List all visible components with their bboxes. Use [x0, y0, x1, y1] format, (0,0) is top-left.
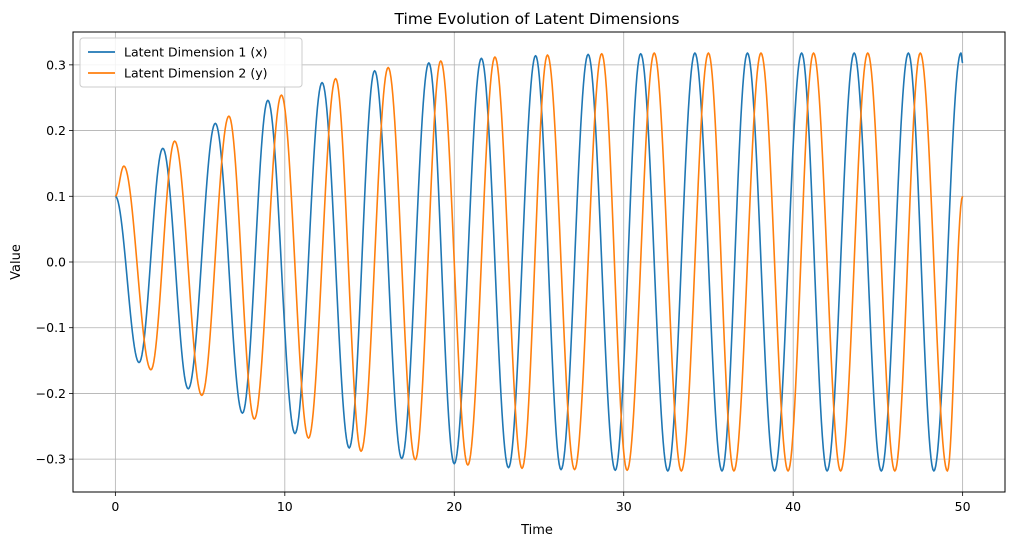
legend-label-2: Latent Dimension 2 (y) [124, 66, 268, 81]
series-layer [114, 52, 964, 472]
legend: Latent Dimension 1 (x) Latent Dimension 2… [79, 37, 303, 88]
y-tick-label: 0.0 [46, 255, 66, 270]
grid-lines [73, 32, 1005, 492]
y-tick-label: −0.3 [36, 452, 66, 467]
x-tick-label: 0 [111, 499, 119, 514]
axis-ticks: 0 10 20 30 40 50 −0.3 −0.2 −0.1 0.0 0.1 0.2 0.3 [36, 57, 971, 514]
x-tick-label: 20 [446, 499, 462, 514]
y-axis-label: Value [9, 244, 24, 280]
x-tick-label: 10 [277, 499, 293, 514]
y-tick-label: −0.1 [36, 320, 66, 335]
x-tick-label: 50 [955, 499, 971, 514]
y-tick-label: 0.3 [46, 57, 66, 72]
x-axis-label: Time [520, 523, 553, 538]
series-line-2 [114, 52, 964, 472]
legend-box [79, 37, 303, 88]
chart-title: Time Evolution of Latent Dimensions [394, 10, 680, 28]
x-tick-label: 40 [785, 499, 801, 514]
x-tick-label: 30 [616, 499, 632, 514]
y-tick-label: −0.2 [36, 386, 66, 401]
y-tick-label: 0.2 [46, 123, 66, 138]
y-tick-label: 0.1 [46, 189, 66, 204]
legend-label-1: Latent Dimension 1 (x) [124, 45, 268, 60]
